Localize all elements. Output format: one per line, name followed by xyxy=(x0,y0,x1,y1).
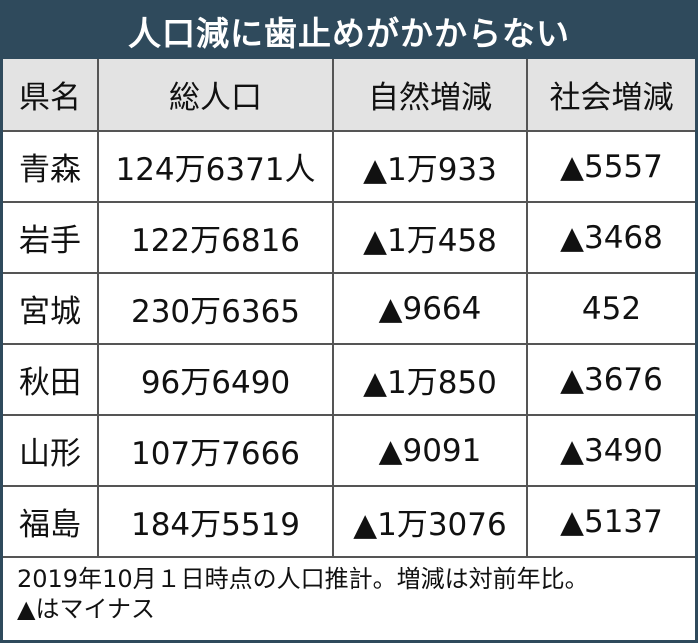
cell-prefecture: 山形 xyxy=(3,414,99,487)
cell-natural-change: ▲1万3076 xyxy=(332,485,528,558)
cell-social-change: ▲3490 xyxy=(526,414,695,487)
cell-natural-change: ▲9664 xyxy=(332,272,528,345)
footnote: 2019年10月１日時点の人口推計。増減は対前年比。 ▲はマイナス xyxy=(3,558,695,624)
table-row: 岩手 122万6816 ▲1万458 ▲3468 xyxy=(3,201,695,274)
header-natural-change: 自然増減 xyxy=(332,59,528,132)
figure-title: 人口減に歯止めがかからない xyxy=(3,3,695,59)
header-prefecture: 県名 xyxy=(3,59,99,132)
header-total-population: 総人口 xyxy=(97,59,334,132)
table-row: 秋田 96万6490 ▲1万850 ▲3676 xyxy=(3,343,695,416)
header-social-change: 社会増減 xyxy=(526,59,695,132)
cell-natural-change: ▲1万458 xyxy=(332,201,528,274)
table-row: 青森 124万6371人 ▲1万933 ▲5557 xyxy=(3,130,695,203)
cell-social-change: ▲3676 xyxy=(526,343,695,416)
cell-total-population: 96万6490 xyxy=(97,343,334,416)
footnote-line-legend: ▲はマイナス xyxy=(17,595,155,623)
cell-total-population: 230万6365 xyxy=(97,272,334,345)
cell-total-population: 124万6371人 xyxy=(97,130,334,203)
cell-prefecture: 宮城 xyxy=(3,272,99,345)
table-header-row: 県名 総人口 自然増減 社会増減 xyxy=(3,59,695,132)
footnote-line-source: 2019年10月１日時点の人口推計。増減は対前年比。 xyxy=(17,565,589,593)
cell-natural-change: ▲9091 xyxy=(332,414,528,487)
cell-social-change: 452 xyxy=(526,272,695,345)
cell-natural-change: ▲1万850 xyxy=(332,343,528,416)
cell-total-population: 107万7666 xyxy=(97,414,334,487)
cell-total-population: 184万5519 xyxy=(97,485,334,558)
cell-social-change: ▲5137 xyxy=(526,485,695,558)
cell-total-population: 122万6816 xyxy=(97,201,334,274)
cell-social-change: ▲5557 xyxy=(526,130,695,203)
cell-prefecture: 青森 xyxy=(3,130,99,203)
cell-prefecture: 福島 xyxy=(3,485,99,558)
table-row: 山形 107万7666 ▲9091 ▲3490 xyxy=(3,414,695,487)
table-row: 宮城 230万6365 ▲9664 452 xyxy=(3,272,695,345)
cell-prefecture: 岩手 xyxy=(3,201,99,274)
cell-prefecture: 秋田 xyxy=(3,343,99,416)
cell-social-change: ▲3468 xyxy=(526,201,695,274)
table-row: 福島 184万5519 ▲1万3076 ▲5137 xyxy=(3,485,695,558)
cell-natural-change: ▲1万933 xyxy=(332,130,528,203)
population-table: 県名 総人口 自然増減 社会増減 青森 124万6371人 ▲1万933 ▲55… xyxy=(3,59,695,558)
